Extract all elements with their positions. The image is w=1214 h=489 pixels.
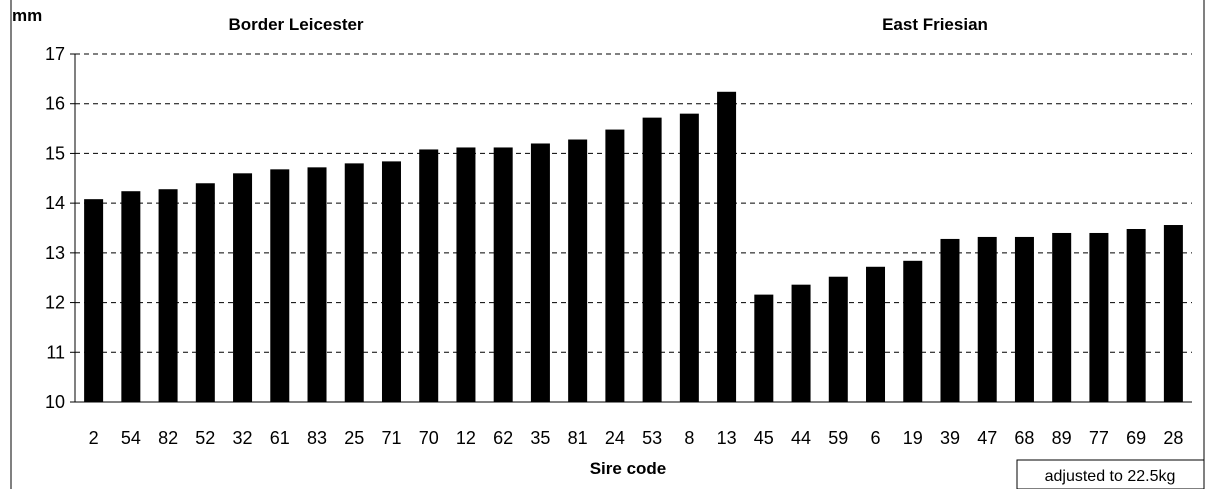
x-tick-label: 13 bbox=[717, 428, 737, 448]
bar-sire-52 bbox=[195, 183, 215, 402]
x-tick-label: 25 bbox=[344, 428, 364, 448]
y-tick-labels: 10 11 12 13 14 15 16 17 bbox=[45, 44, 75, 412]
y-tick-label: 10 bbox=[45, 392, 65, 412]
bar-sire-12 bbox=[456, 147, 476, 402]
x-tick-label: 2 bbox=[89, 428, 99, 448]
y-tick-label: 11 bbox=[46, 342, 65, 362]
x-axis-label: Sire code bbox=[590, 459, 667, 478]
x-tick-label: 71 bbox=[381, 428, 401, 448]
bar-sire-45 bbox=[754, 294, 774, 402]
x-tick-label: 24 bbox=[605, 428, 625, 448]
bar-sire-2 bbox=[84, 199, 104, 402]
annotation-box bbox=[1016, 459, 1205, 489]
annotation-text: adjusted to 22.5kg bbox=[1045, 468, 1176, 485]
x-tick-label: 8 bbox=[684, 428, 694, 448]
bar-sire-68 bbox=[1014, 236, 1034, 402]
group-label-east-friesian: East Friesian bbox=[882, 15, 988, 34]
x-tick-label: 52 bbox=[195, 428, 215, 448]
bar-sire-82 bbox=[158, 189, 178, 402]
bar-sire-77 bbox=[1089, 232, 1109, 402]
x-tick-label: 19 bbox=[903, 428, 923, 448]
x-tick-label: 12 bbox=[456, 428, 476, 448]
bar-sire-54 bbox=[121, 191, 141, 402]
bar-sire-71 bbox=[381, 161, 401, 402]
x-tick-label: 54 bbox=[121, 428, 141, 448]
bar-sire-28 bbox=[1163, 225, 1183, 402]
x-tick-label: 53 bbox=[642, 428, 662, 448]
x-tick-label: 44 bbox=[791, 428, 811, 448]
grid-lines bbox=[75, 53, 1192, 353]
bar-sire-32 bbox=[233, 173, 253, 402]
x-tick-label: 77 bbox=[1089, 428, 1109, 448]
x-tick-label: 89 bbox=[1052, 428, 1072, 448]
y-tick-label: 12 bbox=[45, 293, 65, 313]
bar-sire-35 bbox=[530, 143, 550, 402]
y-axis-label: mm bbox=[12, 6, 42, 25]
x-tick-label: 62 bbox=[493, 428, 513, 448]
x-tick-label: 59 bbox=[828, 428, 848, 448]
bar-sire-47 bbox=[977, 236, 997, 402]
x-tick-label: 70 bbox=[419, 428, 439, 448]
x-tick-label: 35 bbox=[530, 428, 550, 448]
x-tick-label: 81 bbox=[568, 428, 588, 448]
group-label-border-leicester: Border Leicester bbox=[228, 15, 363, 34]
x-tick-label: 32 bbox=[233, 428, 253, 448]
bar-sire-19 bbox=[903, 260, 923, 402]
x-tick-labels: 2 54 82 52 32 61 83 25 71 70 12 62 35 81 24 53 8 13 45 44 59… bbox=[89, 428, 1184, 448]
bar-sire-83 bbox=[307, 167, 327, 402]
y-tick-label: 16 bbox=[45, 94, 65, 114]
bar-sire-6 bbox=[866, 266, 886, 402]
bar-sire-61 bbox=[270, 169, 290, 402]
bar-sire-39 bbox=[940, 238, 960, 402]
y-tick-label: 13 bbox=[45, 243, 65, 263]
bar-sire-89 bbox=[1052, 232, 1072, 402]
bar-sire-44 bbox=[791, 284, 811, 402]
bar-sire-24 bbox=[605, 129, 625, 402]
bar-sire-81 bbox=[568, 139, 588, 402]
bar-sire-69 bbox=[1126, 228, 1146, 402]
y-tick-label: 15 bbox=[45, 143, 65, 163]
x-tick-label: 47 bbox=[977, 428, 997, 448]
x-tick-label: 39 bbox=[940, 428, 960, 448]
x-tick-label: 83 bbox=[307, 428, 327, 448]
bar-sire-53 bbox=[642, 117, 662, 403]
bar-sire-62 bbox=[493, 147, 513, 402]
x-tick-label: 82 bbox=[158, 428, 178, 448]
bars bbox=[84, 91, 1183, 403]
x-tick-label: 6 bbox=[871, 428, 881, 448]
bar-sire-59 bbox=[828, 276, 848, 402]
x-tick-label: 45 bbox=[754, 428, 774, 448]
bar-sire-8 bbox=[679, 113, 699, 403]
x-tick-label: 68 bbox=[1014, 428, 1034, 448]
y-tick-label: 14 bbox=[45, 193, 65, 213]
bar-sire-25 bbox=[344, 163, 364, 402]
x-tick-label: 28 bbox=[1163, 428, 1183, 448]
y-tick-label: 17 bbox=[45, 44, 65, 64]
bar-sire-70 bbox=[419, 149, 439, 402]
x-tick-label: 61 bbox=[270, 428, 290, 448]
x-tick-label: 69 bbox=[1126, 428, 1146, 448]
bar-sire-13 bbox=[717, 91, 737, 402]
